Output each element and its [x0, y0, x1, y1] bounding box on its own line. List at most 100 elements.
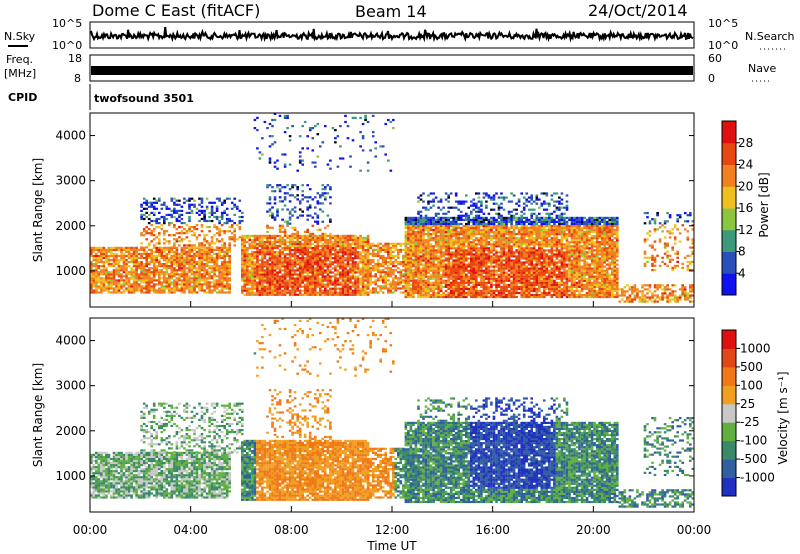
range-gate-cell	[409, 251, 413, 254]
range-gate-cell	[301, 289, 304, 292]
range-gate-cell	[459, 295, 463, 299]
range-gate-cell	[487, 285, 491, 288]
range-gate-cell	[321, 184, 325, 187]
range-gate-cell	[397, 252, 400, 256]
range-gate-cell	[223, 279, 226, 282]
range-gate-cell	[429, 224, 433, 228]
range-gate-cell	[495, 287, 498, 290]
range-gate-cell	[150, 271, 153, 274]
range-gate-cell	[276, 263, 279, 266]
range-gate-cell	[392, 269, 395, 272]
range-gate-cell	[314, 267, 317, 270]
range-gate-cell	[266, 271, 269, 274]
range-gate-cell	[424, 287, 428, 290]
range-gate-cell	[316, 238, 320, 242]
range-gate-cell	[326, 238, 330, 242]
range-gate-cell	[208, 267, 211, 270]
range-gate-cell	[510, 218, 513, 221]
range-gate-cell	[288, 194, 292, 197]
range-gate-cell	[193, 289, 196, 292]
range-gate-cell	[165, 217, 169, 221]
range-gate-cell	[298, 200, 302, 203]
range-gate-cell	[482, 245, 486, 248]
range-gate-cell	[502, 222, 506, 226]
range-gate-cell	[369, 246, 372, 249]
range-gate-cell	[500, 241, 503, 244]
range-gate-cell	[324, 293, 327, 296]
range-gate-cell	[467, 247, 471, 250]
range-gate-cell	[203, 215, 206, 219]
range-gate-cell	[303, 271, 307, 274]
range-gate-cell	[293, 249, 297, 252]
range-gate-cell	[459, 226, 463, 230]
range-gate-cell	[105, 267, 108, 270]
range-gate-cell	[465, 237, 468, 240]
range-gate-cell	[485, 233, 488, 236]
range-gate-cell	[107, 285, 111, 288]
range-gate-cell	[145, 279, 148, 282]
range-gate-cell	[454, 267, 458, 270]
range-gate-cell	[462, 295, 466, 299]
range-gate-cell	[241, 255, 244, 258]
range-gate-cell	[127, 277, 131, 280]
range-gate-cell	[142, 279, 146, 282]
range-gate-cell	[324, 249, 327, 252]
range-gate-cell	[256, 277, 259, 280]
range-gate-cell	[339, 263, 342, 266]
range-gate-cell	[465, 259, 468, 262]
range-gate-cell	[316, 247, 320, 250]
range-gate-cell	[490, 289, 493, 293]
range-gate-cell	[412, 273, 415, 276]
range-gate-cell	[271, 245, 274, 248]
range-gate-cell	[102, 248, 106, 251]
range-gate-cell	[465, 269, 468, 272]
range-gate-cell	[145, 252, 148, 256]
range-gate-cell	[298, 245, 302, 248]
range-gate-cell	[462, 293, 466, 297]
range-gate-cell	[311, 224, 315, 227]
range-gate-cell	[175, 232, 179, 235]
range-gate-cell	[183, 279, 186, 282]
range-gate-cell	[422, 239, 425, 242]
range-gate-cell	[324, 275, 327, 278]
range-gate-cell	[178, 279, 181, 282]
range-gate-cell	[246, 247, 249, 250]
range-gate-cell	[293, 210, 297, 213]
range-gate-cell	[412, 243, 415, 246]
range-gate-cell	[371, 244, 375, 247]
range-gate-cell	[256, 249, 259, 252]
range-gate-cell	[150, 256, 153, 260]
range-gate-cell	[427, 289, 430, 293]
range-gate-cell	[480, 243, 483, 246]
range-gate-cell	[281, 240, 284, 244]
range-gate-cell	[208, 261, 211, 264]
range-gate-cell	[457, 263, 460, 266]
range-gate-cell	[112, 277, 116, 280]
range-gate-cell	[107, 261, 111, 264]
range-gate-cell	[175, 269, 179, 272]
range-gate-cell	[314, 275, 317, 278]
range-gate-cell	[163, 281, 166, 284]
range-gate-cell	[334, 283, 337, 286]
range-gate-cell	[475, 263, 478, 266]
range-gate-cell	[261, 267, 264, 270]
range-gate-cell	[336, 265, 340, 268]
range-gate-cell	[495, 281, 498, 284]
range-gate-cell	[286, 257, 289, 260]
range-gate-cell	[253, 287, 257, 290]
range-gate-cell	[500, 275, 503, 278]
range-gate-cell	[97, 267, 101, 270]
range-gate-cell	[495, 245, 498, 248]
range-gate-cell	[178, 236, 181, 239]
range-gate-cell	[142, 230, 146, 233]
range-gate-cell	[122, 283, 126, 286]
range-gate-cell	[281, 242, 284, 246]
range-gate-cell	[402, 261, 405, 264]
range-gate-cell	[155, 273, 158, 276]
range-gate-cell	[135, 250, 138, 253]
range-gate-cell	[480, 253, 483, 256]
range-gate-cell	[165, 287, 169, 290]
range-gate-cell	[268, 208, 272, 211]
range-gate-cell	[402, 248, 405, 251]
range-gate-cell	[500, 269, 503, 272]
